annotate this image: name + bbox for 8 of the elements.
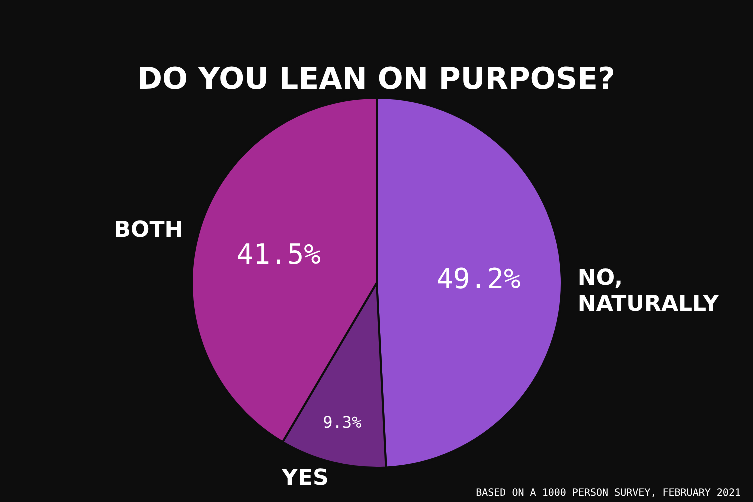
slice-label: NO, NATURALLY <box>578 266 720 317</box>
data-label: 9.3% <box>323 413 362 432</box>
chart-title: DO YOU LEAN ON PURPOSE? <box>138 62 616 97</box>
slice-label: YES <box>281 466 329 492</box>
slice-label: BOTH <box>114 218 184 243</box>
data-label: 41.5% <box>236 238 322 272</box>
text: BASED ON A 1000 PERSON SURVEY, FEBRUARY 2021 <box>476 488 741 499</box>
data-label: 49.2% <box>436 262 521 296</box>
